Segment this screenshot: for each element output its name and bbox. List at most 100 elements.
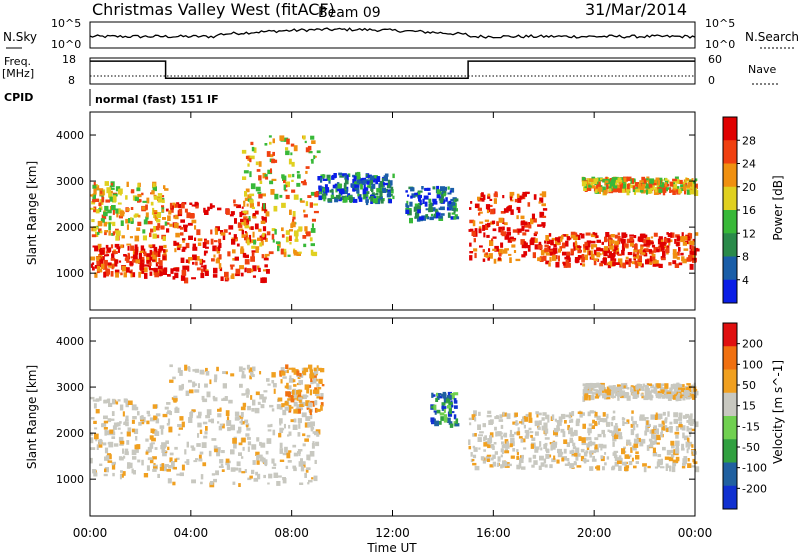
echo-cell (149, 256, 153, 261)
echo-cell (443, 397, 447, 403)
echo-cell (568, 427, 573, 434)
echo-cell (251, 374, 255, 378)
echo-cell (678, 421, 683, 427)
echo-cell (448, 408, 452, 414)
echo-cell (673, 449, 677, 455)
echo-cell (670, 440, 675, 446)
echo-cell (164, 406, 169, 410)
echo-cell (241, 229, 244, 236)
echo-cell (344, 174, 348, 180)
echo-cell (557, 255, 560, 262)
echo-cell (279, 448, 284, 454)
echo-cell (208, 419, 213, 423)
echo-cell (189, 412, 193, 418)
echo-cell (246, 203, 249, 207)
echo-cell (217, 447, 221, 453)
echo-cell (509, 429, 513, 435)
echo-cell (222, 397, 227, 401)
echo-cell (685, 178, 689, 181)
echo-cell (486, 454, 492, 457)
echo-cell (298, 423, 301, 429)
echo-cell (287, 398, 292, 401)
echo-cell (112, 221, 116, 227)
echo-cell (630, 385, 634, 388)
echo-cell (474, 433, 477, 437)
echo-cell (117, 248, 120, 253)
echo-cell (532, 252, 536, 259)
echo-cell (365, 187, 369, 191)
echo-cell (127, 400, 133, 405)
echo-cell (472, 462, 477, 466)
echo-cell (247, 405, 251, 411)
echo-cell (128, 462, 133, 469)
echo-cell (512, 229, 518, 233)
echo-cell (152, 183, 156, 188)
echo-cell (681, 256, 685, 262)
echo-cell (669, 426, 673, 429)
echo-cell (524, 435, 529, 439)
echo-cell (116, 230, 121, 236)
echo-cell (607, 238, 611, 242)
echo-cell (473, 447, 478, 452)
echo-cell (240, 246, 244, 252)
echo-cell (292, 465, 297, 469)
echo-cell (676, 256, 680, 260)
echo-cell (583, 452, 588, 457)
echo-cell (442, 393, 447, 399)
echo-cell (178, 427, 183, 430)
echo-cell (670, 449, 674, 453)
echo-cell (259, 371, 262, 375)
echo-cell (678, 417, 683, 421)
echo-cell (608, 391, 614, 397)
echo-cell (688, 431, 692, 434)
echo-cell (607, 429, 610, 432)
echo-cell (101, 196, 105, 203)
echo-cell (582, 396, 586, 402)
echo-cell (509, 443, 513, 448)
echo-cell (154, 447, 158, 450)
echo-cell (450, 411, 455, 414)
echo-cell (477, 207, 482, 211)
echo-cell (341, 195, 346, 200)
echo-cell (260, 442, 266, 448)
echo-cell (363, 194, 367, 199)
echo-cell (296, 406, 302, 411)
echo-cell (298, 226, 303, 232)
echo-cell (187, 265, 190, 272)
echo-cell (624, 466, 629, 472)
echo-cell (248, 239, 252, 243)
echo-cell (524, 229, 530, 232)
echo-cell (371, 178, 376, 183)
x-tick-label: 20:00 (577, 526, 612, 540)
echo-cell (590, 386, 595, 390)
echo-cell (469, 422, 472, 426)
echo-cell (676, 242, 680, 247)
echo-cell (186, 459, 190, 465)
echo-cell (665, 463, 669, 469)
echo-cell (472, 454, 477, 459)
echo-cell (629, 234, 634, 237)
echo-cell (433, 410, 439, 413)
noise-left-label: N.Sky (3, 30, 37, 44)
echo-cell (665, 187, 668, 192)
echo-cell (287, 254, 291, 257)
echo-cell (211, 473, 216, 476)
echo-cell (173, 400, 177, 403)
echo-cell (172, 481, 176, 486)
echo-cell (572, 442, 576, 447)
echo-cell (670, 390, 673, 394)
echo-cell (389, 189, 394, 194)
echo-cell (163, 185, 166, 189)
echo-cell (310, 369, 313, 374)
echo-cell (238, 483, 241, 487)
echo-cell (308, 384, 312, 388)
echo-cell (264, 237, 268, 242)
echo-cell (302, 235, 307, 239)
echo-cell (216, 366, 219, 372)
echo-cell (632, 392, 635, 395)
echo-cell (142, 235, 147, 241)
echo-cell (110, 182, 113, 186)
echo-cell (264, 174, 268, 177)
echo-cell (534, 431, 539, 436)
echo-cell (262, 397, 266, 403)
